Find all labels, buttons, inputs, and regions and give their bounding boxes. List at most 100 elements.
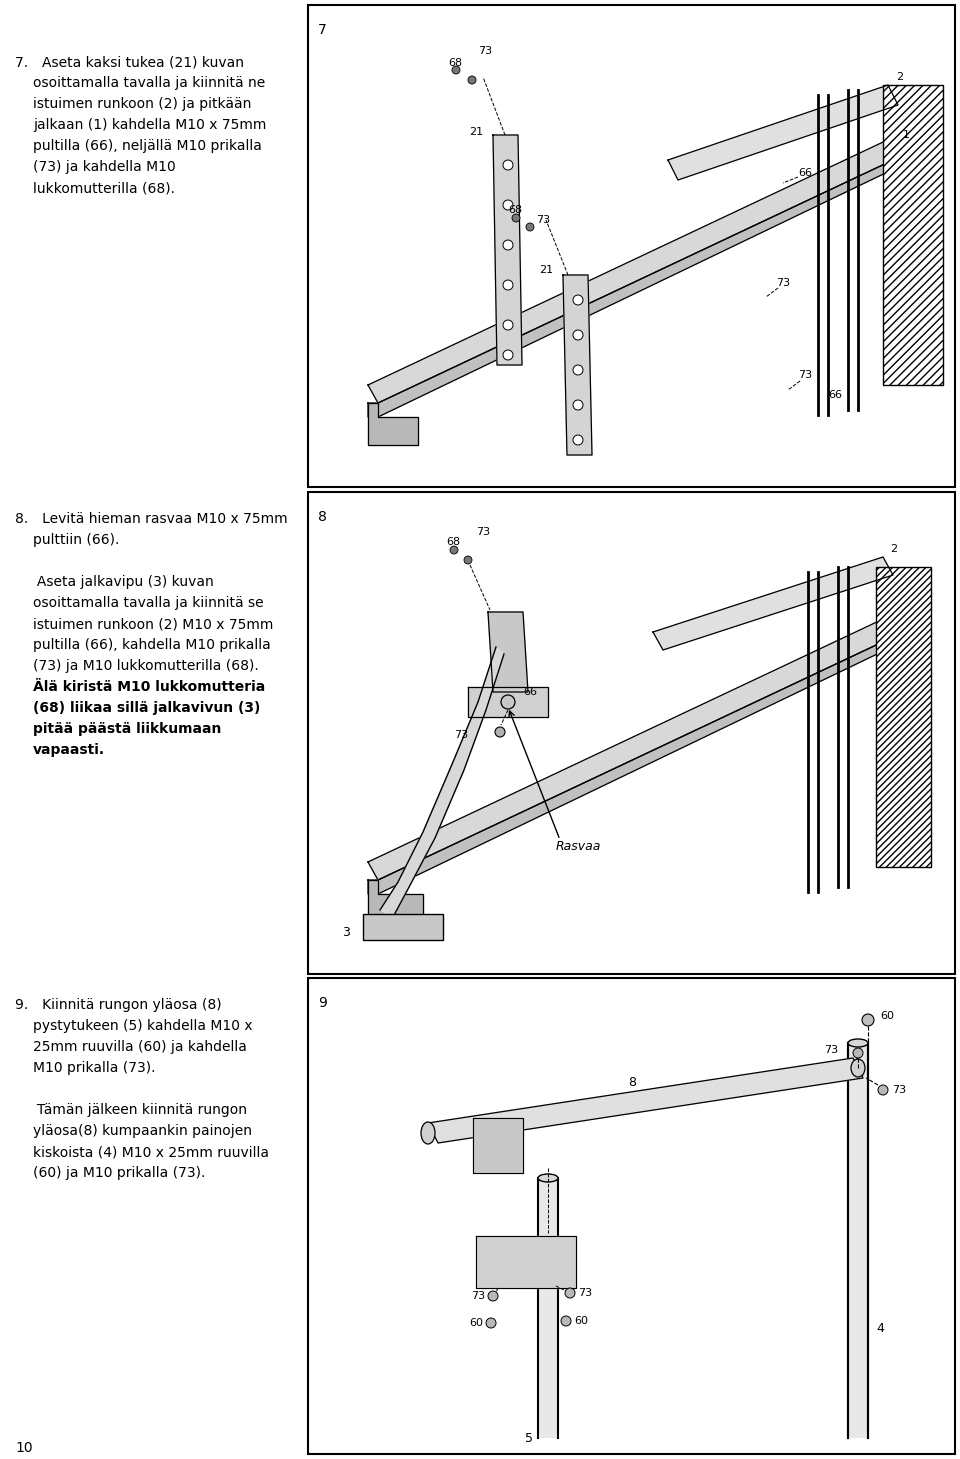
Bar: [308, 4, 955, 487]
Circle shape: [495, 727, 505, 737]
Circle shape: [878, 1085, 888, 1096]
Text: 60: 60: [469, 1317, 483, 1328]
Circle shape: [501, 694, 515, 709]
Text: 2: 2: [896, 71, 903, 82]
Text: 8: 8: [318, 511, 326, 524]
Ellipse shape: [851, 1059, 865, 1077]
Text: 73: 73: [578, 1288, 592, 1299]
Text: 73: 73: [470, 1291, 485, 1301]
Circle shape: [503, 239, 513, 249]
Text: kiskoista (4) M10 x 25mm ruuvilla: kiskoista (4) M10 x 25mm ruuvilla: [33, 1145, 269, 1158]
Polygon shape: [428, 1058, 863, 1142]
Polygon shape: [368, 630, 908, 894]
Bar: [876, 568, 931, 867]
Circle shape: [503, 200, 513, 210]
Text: 9. Kiinnitä rungon yläosa (8): 9. Kiinnitä rungon yläosa (8): [15, 998, 222, 1013]
Text: M10 prikalla (73).: M10 prikalla (73).: [33, 1061, 156, 1075]
Circle shape: [526, 223, 534, 231]
Bar: [848, 1043, 868, 1439]
Text: 68: 68: [446, 537, 460, 547]
Circle shape: [565, 1288, 575, 1299]
Circle shape: [488, 1291, 498, 1301]
Circle shape: [573, 435, 583, 445]
Text: 66: 66: [798, 168, 812, 178]
Polygon shape: [368, 136, 908, 403]
Ellipse shape: [848, 1039, 868, 1048]
Text: 9: 9: [318, 996, 326, 1010]
Polygon shape: [380, 646, 504, 918]
Text: 73: 73: [454, 730, 468, 740]
Polygon shape: [476, 1236, 576, 1288]
Text: jalkaan (1) kahdella M10 x 75mm: jalkaan (1) kahdella M10 x 75mm: [33, 118, 266, 131]
Text: 2: 2: [890, 544, 898, 554]
Circle shape: [512, 214, 520, 222]
Text: 7: 7: [318, 23, 326, 36]
Bar: [363, 913, 443, 940]
Text: Tämän jälkeen kiinnitä rungon: Tämän jälkeen kiinnitä rungon: [15, 1103, 247, 1118]
Text: pultilla (66), neljällä M10 prikalla: pultilla (66), neljällä M10 prikalla: [33, 139, 262, 153]
Text: 4: 4: [876, 1322, 884, 1335]
Text: 5: 5: [525, 1431, 533, 1444]
Text: (68) liikaa sillä jalkavivun (3): (68) liikaa sillä jalkavivun (3): [33, 700, 260, 715]
Text: 73: 73: [892, 1085, 906, 1096]
Text: 21: 21: [468, 127, 483, 137]
Text: 73: 73: [478, 47, 492, 55]
Circle shape: [573, 295, 583, 305]
Polygon shape: [368, 153, 908, 417]
Ellipse shape: [421, 1122, 435, 1144]
Bar: [308, 978, 955, 1455]
Polygon shape: [563, 274, 592, 455]
Text: 21: 21: [539, 266, 553, 274]
Text: Älä kiristä M10 lukkomutteria: Älä kiristä M10 lukkomutteria: [33, 680, 265, 694]
Text: 8: 8: [628, 1077, 636, 1090]
Text: istuimen runkoon (2) M10 x 75mm: istuimen runkoon (2) M10 x 75mm: [33, 617, 274, 630]
Ellipse shape: [538, 1174, 558, 1182]
Text: (73) ja M10 lukkomutterilla (68).: (73) ja M10 lukkomutterilla (68).: [33, 659, 259, 673]
Text: pitää päästä liikkumaan: pitää päästä liikkumaan: [33, 722, 222, 735]
Circle shape: [573, 330, 583, 340]
Text: lukkomutterilla (68).: lukkomutterilla (68).: [33, 181, 175, 196]
Text: 25mm ruuvilla (60) ja kahdella: 25mm ruuvilla (60) ja kahdella: [33, 1040, 247, 1053]
Text: istuimen runkoon (2) ja pitkään: istuimen runkoon (2) ja pitkään: [33, 96, 252, 111]
Circle shape: [503, 280, 513, 290]
Text: 73: 73: [776, 279, 790, 287]
Bar: [538, 1177, 558, 1439]
Text: 66: 66: [828, 390, 842, 400]
Text: 8. Levitä hieman rasvaa M10 x 75mm: 8. Levitä hieman rasvaa M10 x 75mm: [15, 512, 288, 527]
Circle shape: [573, 400, 583, 410]
Text: Rasvaa: Rasvaa: [556, 840, 601, 854]
Circle shape: [486, 1317, 496, 1328]
Text: pystytukeen (5) kahdella M10 x: pystytukeen (5) kahdella M10 x: [33, 1018, 252, 1033]
Circle shape: [450, 546, 458, 554]
Circle shape: [503, 350, 513, 360]
Text: 68: 68: [508, 206, 522, 214]
Circle shape: [503, 160, 513, 171]
Text: osoittamalla tavalla ja kiinnitä ne: osoittamalla tavalla ja kiinnitä ne: [33, 76, 265, 90]
Text: 66: 66: [523, 687, 537, 697]
Circle shape: [853, 1048, 863, 1058]
Bar: [883, 85, 943, 385]
Text: yläosa(8) kumpaankin painojen: yläosa(8) kumpaankin painojen: [33, 1123, 252, 1138]
Text: 10: 10: [15, 1441, 33, 1455]
Circle shape: [561, 1316, 571, 1326]
Polygon shape: [653, 557, 893, 651]
Circle shape: [503, 320, 513, 330]
Text: (60) ja M10 prikalla (73).: (60) ja M10 prikalla (73).: [33, 1166, 205, 1180]
Bar: [308, 492, 955, 975]
Text: pulttiin (66).: pulttiin (66).: [33, 533, 119, 547]
Text: 73: 73: [476, 527, 491, 537]
Text: pultilla (66), kahdella M10 prikalla: pultilla (66), kahdella M10 prikalla: [33, 638, 271, 652]
Polygon shape: [368, 403, 418, 445]
Text: (73) ja kahdella M10: (73) ja kahdella M10: [33, 160, 176, 174]
Text: 60: 60: [574, 1316, 588, 1326]
Text: 60: 60: [880, 1011, 894, 1021]
Polygon shape: [368, 880, 423, 922]
Circle shape: [464, 556, 472, 565]
Circle shape: [452, 66, 460, 74]
Text: vapaasti.: vapaasti.: [33, 743, 106, 757]
Circle shape: [468, 76, 476, 85]
Polygon shape: [368, 611, 908, 880]
Polygon shape: [473, 1118, 523, 1173]
Text: 73: 73: [536, 214, 550, 225]
Text: 7. Aseta kaksi tukea (21) kuvan: 7. Aseta kaksi tukea (21) kuvan: [15, 55, 244, 69]
